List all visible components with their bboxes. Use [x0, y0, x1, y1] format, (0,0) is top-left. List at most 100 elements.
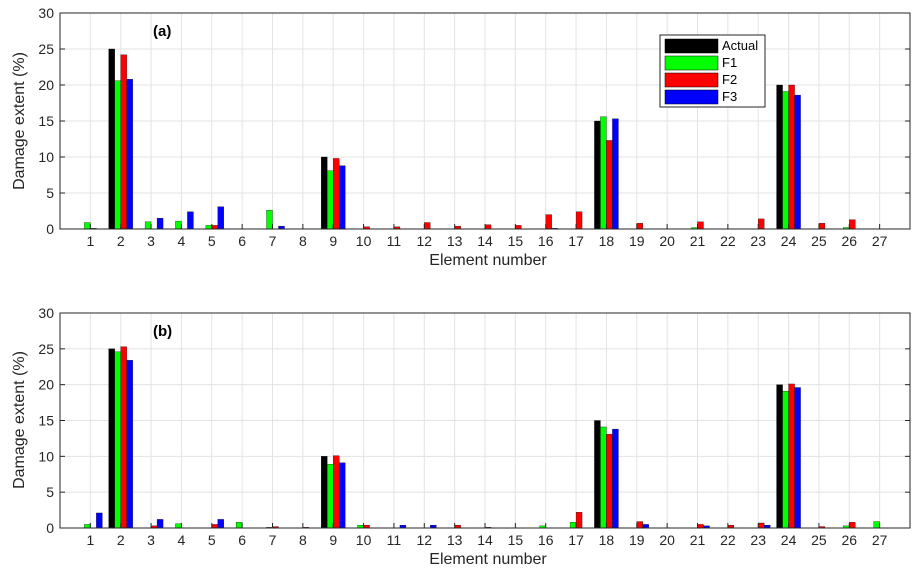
x-tick-label: 3	[147, 532, 155, 548]
bar-f3-2	[126, 79, 133, 230]
y-tick-label: 10	[38, 448, 54, 464]
x-tick-label: 27	[872, 532, 888, 548]
bar-f2-18	[606, 433, 613, 529]
bar-f1-18	[600, 116, 607, 230]
bar-f1-1	[84, 524, 91, 529]
bar-f3-5	[217, 206, 224, 230]
x-axis-label: Element number	[429, 551, 547, 568]
bar-f3-19	[642, 524, 649, 529]
bar-f2-2	[120, 54, 127, 230]
bar-f3-3	[156, 519, 164, 529]
bar-f2-12	[424, 222, 431, 230]
x-tick-label: 5	[208, 233, 216, 249]
bar-actual-2	[108, 348, 115, 529]
y-axis-label: Damage extent (%)	[11, 351, 28, 489]
x-tick-label: 25	[811, 233, 827, 249]
bar-f1-18	[600, 426, 607, 529]
y-tick-label: 0	[46, 221, 54, 237]
x-tick-label: 27	[872, 233, 888, 249]
bar-f3-4	[187, 211, 194, 230]
y-tick-label: 5	[46, 484, 54, 500]
x-tick-label: 6	[238, 233, 246, 249]
bar-f1-5	[205, 225, 212, 230]
bar-f2-17	[575, 512, 583, 529]
x-tick-label: 23	[750, 233, 766, 249]
y-tick-label: 15	[38, 113, 54, 129]
x-tick-label: 1	[86, 532, 94, 548]
bar-f2-14	[484, 224, 492, 230]
x-tick-label: 14	[477, 532, 493, 548]
bar-f1-24	[782, 390, 789, 529]
x-tick-label: 2	[117, 233, 125, 249]
bar-f3-9	[339, 462, 346, 529]
x-tick-label: 9	[329, 532, 337, 548]
bar-f2-23	[758, 522, 765, 529]
x-tick-label: 12	[416, 233, 432, 249]
x-tick-label: 16	[538, 532, 554, 548]
bar-f2-26	[849, 219, 856, 230]
bar-f1-4	[175, 523, 182, 529]
x-tick-label: 10	[356, 532, 372, 548]
y-tick-label: 10	[38, 149, 54, 165]
bar-f1-17	[569, 522, 577, 529]
panel-label: (a)	[153, 23, 171, 40]
x-axis-label: Element number	[429, 252, 547, 269]
legend-label-f3: F3	[722, 89, 737, 104]
bar-f3-3	[156, 218, 164, 230]
bar-f3-9	[339, 165, 346, 230]
bar-actual-18	[594, 420, 601, 529]
bar-f2-9	[333, 455, 340, 529]
legend-swatch-actual	[664, 38, 719, 54]
x-tick-label: 19	[629, 233, 645, 249]
bar-f2-23	[758, 218, 765, 230]
bar-f3-18	[612, 118, 619, 230]
y-tick-label: 5	[46, 185, 54, 201]
y-tick-label: 25	[38, 41, 54, 57]
x-tick-label: 8	[299, 233, 307, 249]
bar-actual-9	[321, 456, 328, 529]
bar-f3-18	[612, 428, 619, 529]
bar-f2-26	[849, 522, 856, 529]
x-tick-label: 20	[659, 233, 675, 249]
bar-f2-24	[788, 383, 795, 529]
x-tick-label: 6	[238, 532, 246, 548]
x-tick-label: 4	[178, 532, 186, 548]
bar-f3-24	[794, 387, 801, 529]
bar-f2-9	[333, 158, 340, 230]
y-tick-label: 20	[38, 377, 54, 393]
bar-f3-5	[217, 519, 224, 529]
bar-f1-1	[84, 222, 91, 230]
x-tick-label: 12	[416, 532, 432, 548]
bar-f3-24	[794, 94, 801, 230]
bar-f1-2	[114, 80, 121, 230]
bar-f1-24	[782, 91, 789, 230]
x-tick-label: 8	[299, 532, 307, 548]
bar-f1-3	[144, 221, 152, 230]
x-tick-label: 2	[117, 532, 125, 548]
x-tick-label: 14	[477, 233, 493, 249]
legend-label-f1: F1	[722, 55, 737, 70]
panel-label: (b)	[153, 323, 172, 340]
bar-f2-15	[515, 225, 522, 230]
x-tick-label: 24	[781, 233, 797, 249]
bar-f1-6	[235, 522, 243, 529]
bar-f1-9	[327, 170, 334, 230]
bar-f1-27	[873, 521, 880, 529]
x-tick-label: 10	[356, 233, 372, 249]
x-tick-label: 7	[269, 233, 277, 249]
bar-actual-2	[108, 48, 115, 230]
legend-swatch-f2	[664, 72, 719, 88]
x-tick-label: 4	[178, 233, 186, 249]
x-tick-label: 21	[690, 532, 706, 548]
x-tick-label: 17	[568, 233, 584, 249]
bar-f1-9	[327, 464, 334, 529]
x-tick-label: 13	[447, 532, 463, 548]
x-tick-label: 7	[269, 532, 277, 548]
x-tick-label: 1	[86, 233, 94, 249]
x-tick-label: 19	[629, 532, 645, 548]
x-tick-label: 15	[508, 532, 524, 548]
x-tick-label: 25	[811, 532, 827, 548]
y-tick-label: 0	[46, 520, 54, 536]
bar-f2-21	[697, 221, 704, 230]
x-tick-label: 22	[720, 233, 736, 249]
